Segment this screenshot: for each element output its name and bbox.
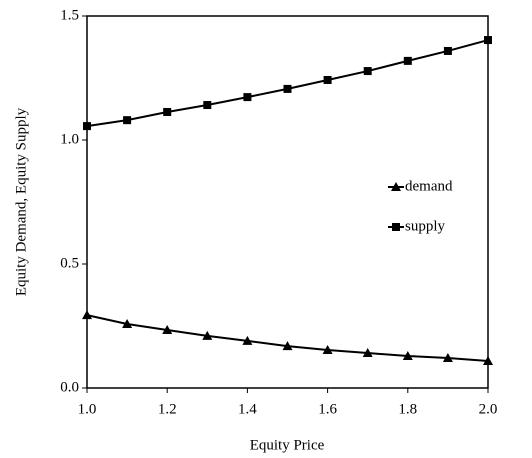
marker bbox=[392, 223, 400, 231]
marker bbox=[283, 84, 292, 93]
marker bbox=[442, 352, 453, 362]
marker bbox=[82, 310, 92, 320]
marker bbox=[322, 345, 333, 355]
marker bbox=[203, 101, 212, 110]
series-line bbox=[86, 314, 489, 362]
y-axis-label: Equity Demand, Equity Supply bbox=[13, 107, 29, 296]
x-tick-label: 1.4 bbox=[238, 401, 257, 417]
y-tick-label: 1.5 bbox=[60, 7, 79, 23]
y-tick-label: 0.5 bbox=[60, 255, 79, 271]
marker bbox=[162, 324, 173, 334]
marker bbox=[323, 75, 332, 84]
x-tick-label: 1.6 bbox=[318, 401, 337, 417]
y-tick-label: 0.0 bbox=[60, 379, 79, 395]
marker bbox=[363, 67, 372, 76]
x-tick-label: 1.2 bbox=[158, 401, 177, 417]
legend-label: demand bbox=[405, 178, 453, 194]
x-tick-label: 2.0 bbox=[479, 401, 498, 417]
x-tick-label: 1.0 bbox=[78, 401, 97, 417]
y-tick-label: 1.0 bbox=[60, 131, 79, 147]
series-line bbox=[86, 39, 489, 128]
x-axis-label: Equity Price bbox=[250, 437, 325, 453]
marker bbox=[202, 330, 213, 340]
marker bbox=[243, 93, 252, 102]
marker bbox=[484, 36, 492, 45]
marker bbox=[83, 122, 91, 131]
marker bbox=[483, 355, 493, 365]
marker bbox=[122, 319, 133, 329]
marker bbox=[242, 335, 253, 345]
marker bbox=[403, 56, 412, 65]
legend-label: supply bbox=[405, 218, 446, 234]
marker bbox=[163, 107, 172, 116]
marker bbox=[362, 348, 373, 358]
marker bbox=[391, 182, 401, 191]
marker bbox=[123, 116, 132, 125]
plot-frame bbox=[86, 15, 489, 389]
marker bbox=[402, 351, 413, 361]
marker bbox=[282, 341, 293, 351]
x-tick-label: 1.8 bbox=[398, 401, 417, 417]
marker bbox=[443, 46, 452, 55]
